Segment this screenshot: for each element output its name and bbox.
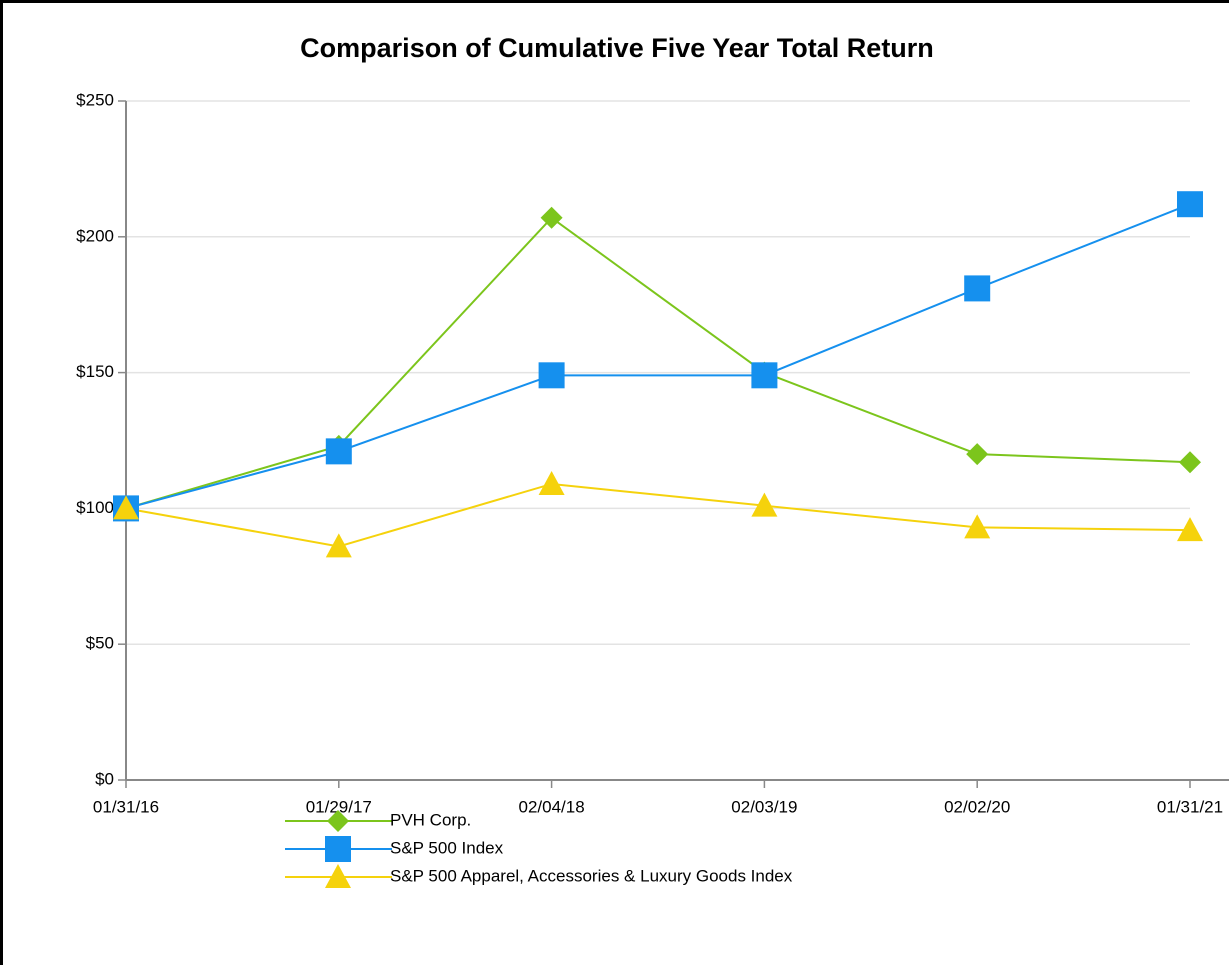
data-point bbox=[964, 514, 991, 539]
data-point bbox=[964, 275, 991, 302]
data-point bbox=[751, 362, 778, 389]
data-point bbox=[966, 443, 989, 466]
x-tick-label: 01/31/16 bbox=[93, 797, 159, 816]
data-point bbox=[325, 438, 352, 465]
x-tick-label: 02/04/18 bbox=[519, 797, 585, 816]
series-line bbox=[125, 203, 1191, 510]
y-tick-label: $100 bbox=[76, 498, 114, 517]
y-tick-label: $150 bbox=[76, 362, 114, 381]
data-point bbox=[1177, 191, 1203, 218]
data-point bbox=[538, 470, 565, 495]
data-point bbox=[113, 495, 139, 520]
y-tick-label: $50 bbox=[86, 634, 114, 653]
legend-marker bbox=[325, 864, 351, 888]
series-line bbox=[125, 216, 1191, 510]
legend-label: PVH Corp. bbox=[390, 810, 471, 829]
x-tick-label: 02/02/20 bbox=[944, 797, 1010, 816]
data-point bbox=[540, 206, 563, 229]
x-tick-label: 01/31/21 bbox=[1157, 797, 1223, 816]
y-tick-label: $200 bbox=[76, 226, 114, 245]
legend-marker bbox=[325, 836, 351, 862]
data-point bbox=[1177, 517, 1203, 542]
x-tick-label: 01/29/17 bbox=[306, 797, 372, 816]
legend-label: S&P 500 Apparel, Accessories & Luxury Go… bbox=[390, 866, 793, 885]
data-point bbox=[538, 362, 565, 389]
data-point bbox=[751, 492, 778, 517]
chart-title: Comparison of Cumulative Five Year Total… bbox=[300, 33, 934, 63]
data-point bbox=[1179, 451, 1201, 474]
data-point bbox=[325, 533, 352, 558]
y-tick-label: $0 bbox=[95, 769, 114, 788]
legend-label: S&P 500 Index bbox=[390, 838, 504, 857]
series-line bbox=[125, 482, 1191, 548]
y-tick-label: $250 bbox=[76, 90, 114, 109]
legend-marker bbox=[327, 810, 349, 832]
x-tick-label: 02/03/19 bbox=[731, 797, 797, 816]
